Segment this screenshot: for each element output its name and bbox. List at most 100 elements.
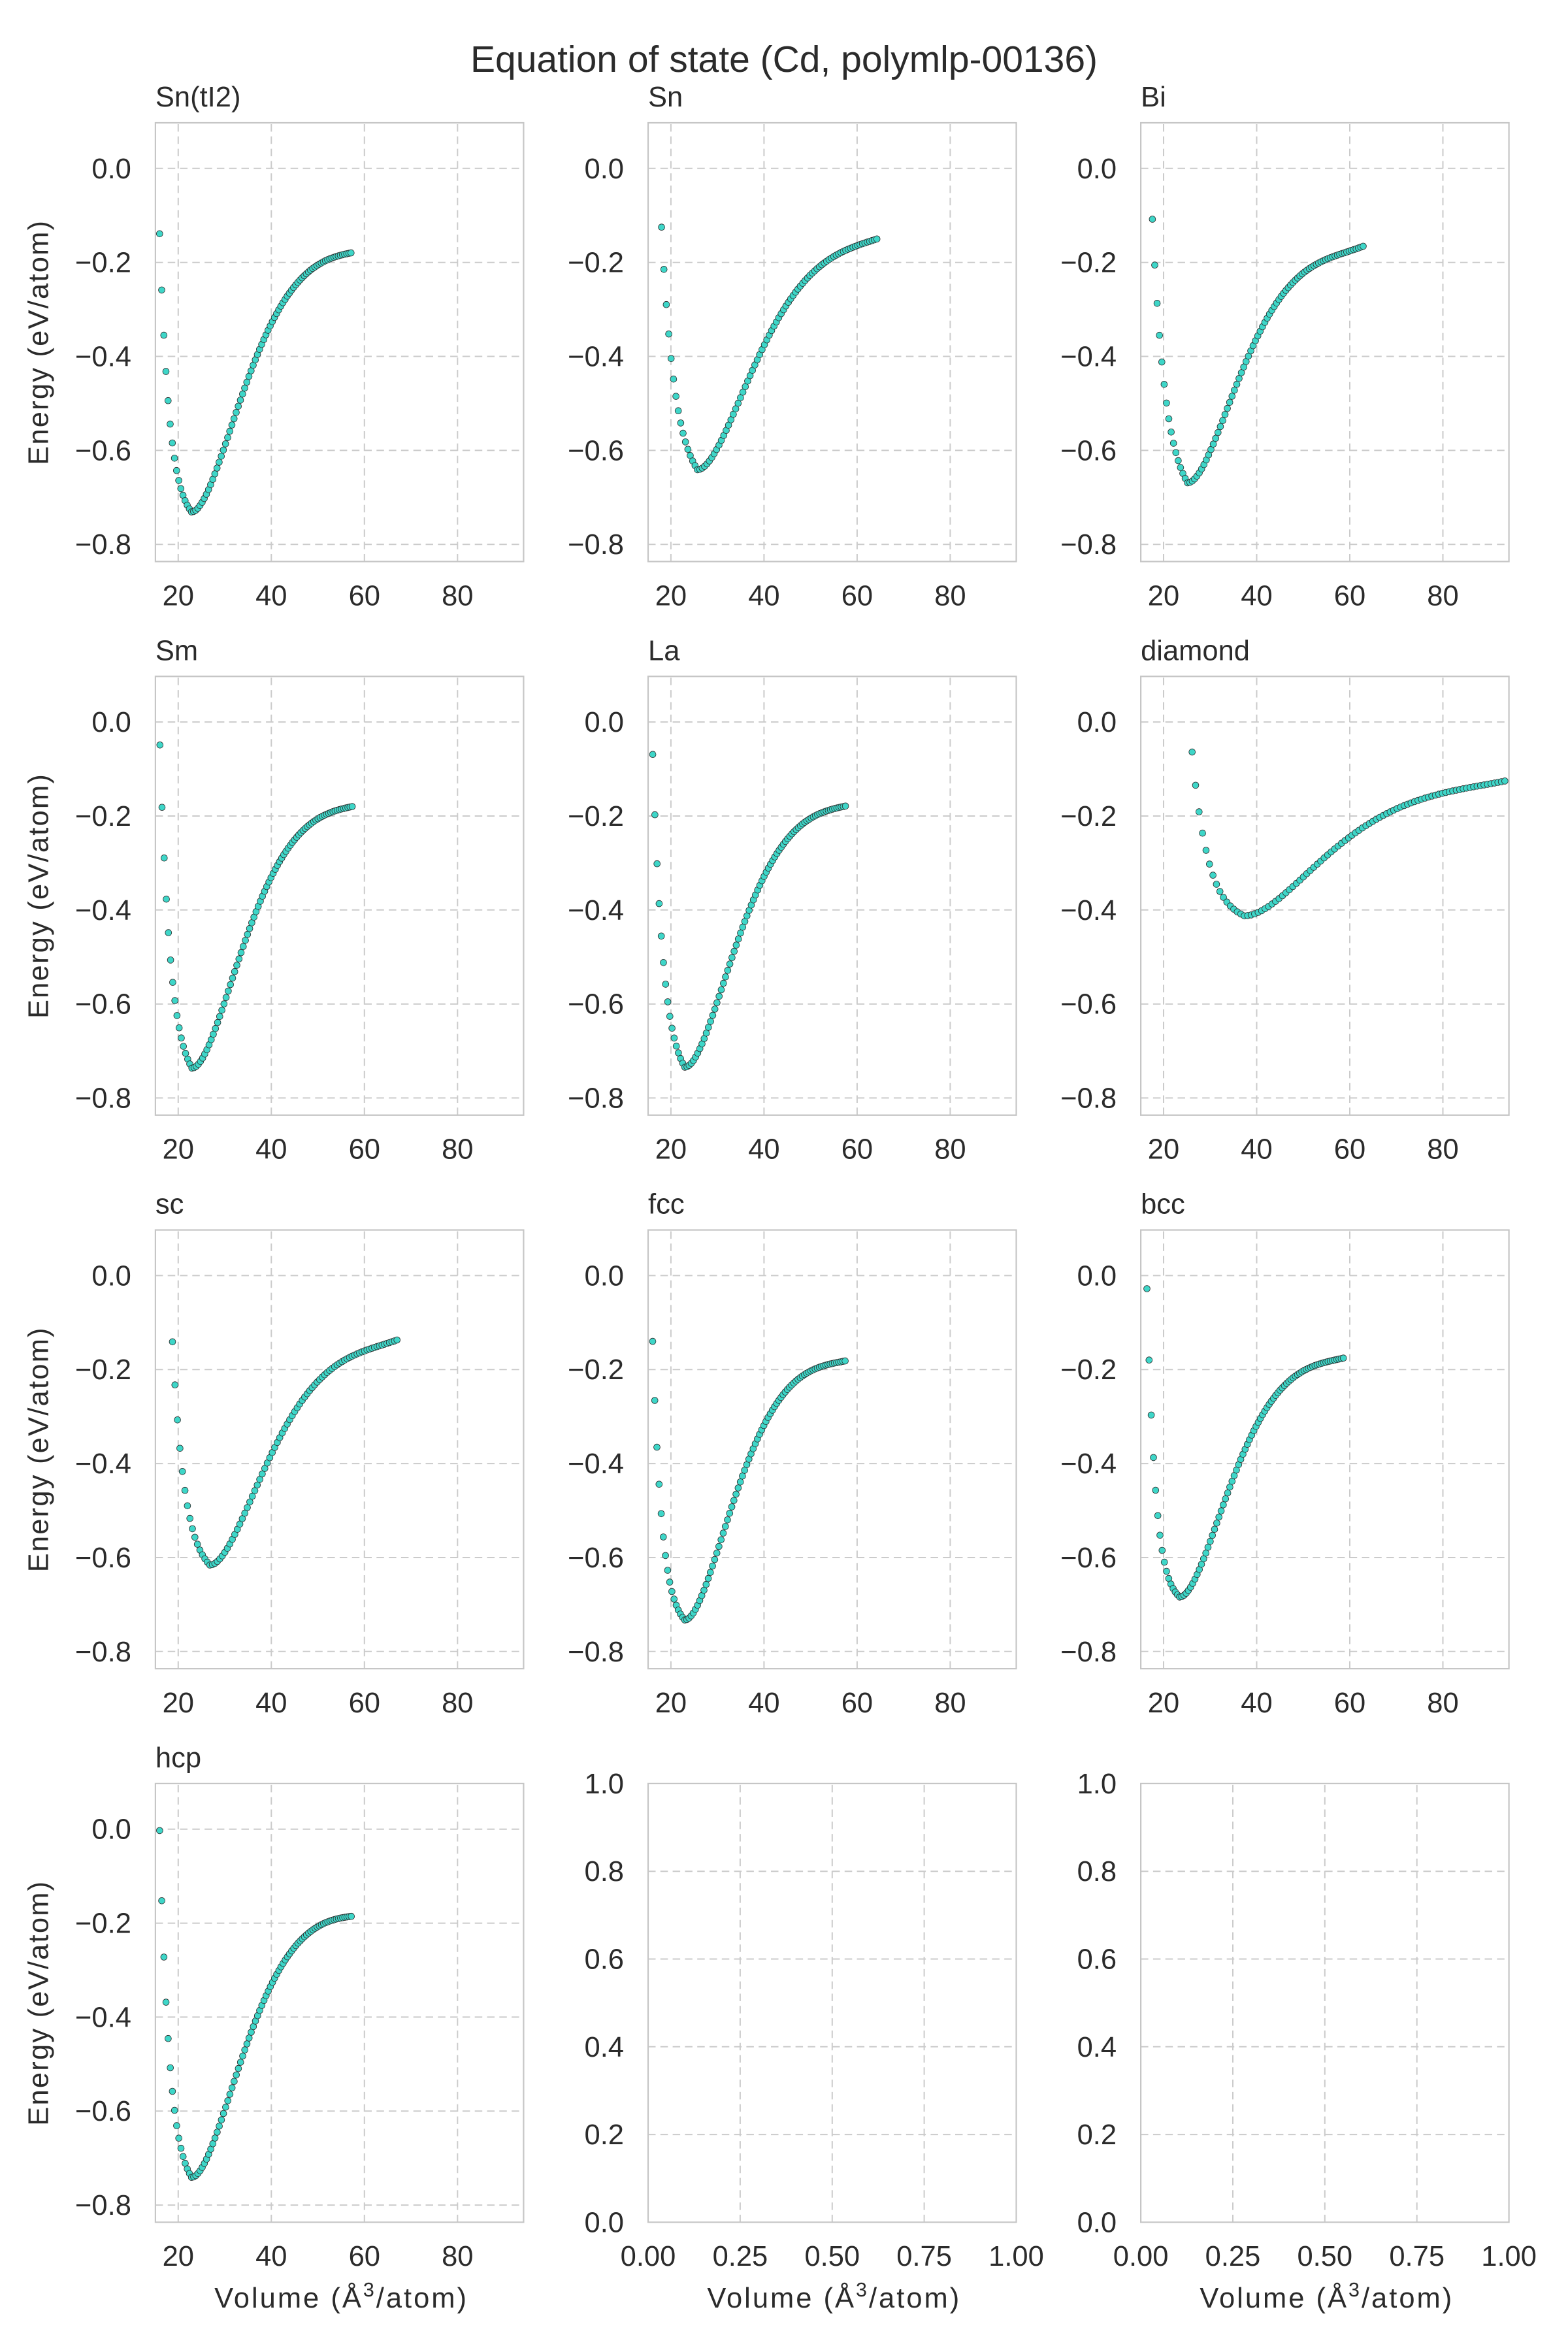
svg-text:−0.4: −0.4 [1060,342,1117,373]
svg-text:40: 40 [255,2241,287,2272]
svg-text:0.50: 0.50 [1297,2241,1352,2272]
svg-text:40: 40 [255,580,287,612]
svg-text:0.2: 0.2 [585,2119,624,2151]
svg-text:80: 80 [934,1688,966,1719]
svg-text:0.75: 0.75 [896,2241,952,2272]
svg-text:60: 60 [349,580,380,612]
svg-text:20: 20 [655,580,687,612]
svg-text:−0.8: −0.8 [75,529,131,561]
svg-text:0.50: 0.50 [804,2241,860,2272]
svg-text:−0.2: −0.2 [568,248,624,279]
svg-text:60: 60 [841,1688,873,1719]
svg-text:Energy (eV/atom): Energy (eV/atom) [24,220,55,465]
svg-text:0.0: 0.0 [585,2207,624,2238]
svg-text:40: 40 [748,580,779,612]
svg-text:80: 80 [934,580,966,612]
svg-text:0.0: 0.0 [91,154,131,185]
svg-text:Sm: Sm [155,635,198,666]
svg-text:−0.4: −0.4 [75,1448,131,1480]
svg-text:−0.2: −0.2 [75,801,131,832]
svg-text:diamond: diamond [1141,635,1250,666]
svg-text:20: 20 [1148,1134,1179,1166]
svg-text:−0.6: −0.6 [568,989,624,1021]
svg-text:40: 40 [1241,580,1272,612]
svg-text:−0.2: −0.2 [75,1354,131,1386]
svg-text:20: 20 [163,2241,194,2272]
svg-text:60: 60 [349,1688,380,1719]
svg-text:20: 20 [1148,1688,1179,1719]
svg-text:0.25: 0.25 [713,2241,768,2272]
svg-text:−0.2: −0.2 [568,801,624,832]
svg-text:Volume (Å3/atom): Volume (Å3/atom) [707,2279,961,2314]
svg-text:−0.8: −0.8 [75,1083,131,1115]
svg-text:−0.2: −0.2 [1060,248,1117,279]
svg-text:−0.4: −0.4 [1060,1448,1117,1480]
svg-text:Volume (Å3/atom): Volume (Å3/atom) [1200,2279,1454,2314]
svg-text:0.25: 0.25 [1205,2241,1261,2272]
svg-text:80: 80 [1427,1688,1458,1719]
svg-text:−0.6: −0.6 [75,989,131,1021]
svg-text:−0.6: −0.6 [1060,989,1117,1021]
svg-text:80: 80 [442,1134,473,1166]
svg-text:−0.6: −0.6 [75,435,131,466]
svg-text:Bi: Bi [1141,82,1166,113]
svg-text:La: La [648,635,680,666]
svg-text:Equation of state (Cd, polymlp: Equation of state (Cd, polymlp-00136) [470,39,1098,80]
svg-text:1.0: 1.0 [1077,1769,1117,1800]
svg-text:−0.8: −0.8 [1060,1083,1117,1115]
svg-text:−0.8: −0.8 [568,529,624,561]
svg-text:−0.4: −0.4 [1060,895,1117,926]
svg-text:−0.4: −0.4 [75,2002,131,2033]
svg-text:−0.8: −0.8 [75,2190,131,2221]
svg-text:0.6: 0.6 [585,1944,624,1976]
svg-text:40: 40 [1241,1134,1272,1166]
svg-text:60: 60 [841,1134,873,1166]
svg-text:0.0: 0.0 [1077,154,1117,185]
svg-text:40: 40 [255,1134,287,1166]
svg-text:80: 80 [442,2241,473,2272]
svg-text:Energy (eV/atom): Energy (eV/atom) [24,773,55,1019]
svg-text:0.4: 0.4 [1077,2032,1117,2063]
svg-text:0.4: 0.4 [585,2032,624,2063]
svg-text:−0.4: −0.4 [568,1448,624,1480]
svg-text:60: 60 [841,580,873,612]
svg-text:0.0: 0.0 [1077,2207,1117,2238]
svg-text:−0.2: −0.2 [1060,1354,1117,1386]
svg-text:−0.6: −0.6 [1060,1543,1117,1574]
svg-text:20: 20 [1148,580,1179,612]
svg-text:Sn: Sn [648,82,683,113]
svg-text:0.00: 0.00 [621,2241,676,2272]
svg-text:60: 60 [1334,1688,1365,1719]
svg-text:40: 40 [255,1688,287,1719]
svg-text:−0.8: −0.8 [75,1637,131,1668]
svg-text:Sn(tI2): Sn(tI2) [155,82,241,113]
svg-text:−0.6: −0.6 [568,435,624,466]
svg-text:−0.2: −0.2 [568,1354,624,1386]
svg-text:−0.2: −0.2 [1060,801,1117,832]
svg-text:−0.2: −0.2 [75,248,131,279]
svg-text:80: 80 [442,1688,473,1719]
svg-text:sc: sc [155,1189,184,1220]
svg-text:−0.6: −0.6 [568,1543,624,1574]
svg-text:20: 20 [655,1134,687,1166]
svg-text:0.0: 0.0 [585,1260,624,1292]
svg-text:60: 60 [349,2241,380,2272]
svg-text:−0.8: −0.8 [1060,1637,1117,1668]
svg-text:0.0: 0.0 [91,707,131,738]
svg-text:−0.4: −0.4 [568,342,624,373]
svg-text:0.0: 0.0 [585,154,624,185]
svg-text:0.0: 0.0 [585,707,624,738]
svg-text:−0.8: −0.8 [568,1637,624,1668]
svg-text:40: 40 [1241,1688,1272,1719]
svg-text:60: 60 [349,1134,380,1166]
svg-text:fcc: fcc [648,1189,685,1220]
svg-text:−0.4: −0.4 [75,342,131,373]
svg-text:−0.6: −0.6 [75,1543,131,1574]
svg-text:20: 20 [655,1688,687,1719]
svg-text:20: 20 [163,1134,194,1166]
svg-text:Energy (eV/atom): Energy (eV/atom) [24,1880,55,2126]
svg-text:1.00: 1.00 [988,2241,1044,2272]
svg-text:−0.8: −0.8 [1060,529,1117,561]
svg-text:−0.8: −0.8 [568,1083,624,1115]
svg-text:80: 80 [934,1134,966,1166]
